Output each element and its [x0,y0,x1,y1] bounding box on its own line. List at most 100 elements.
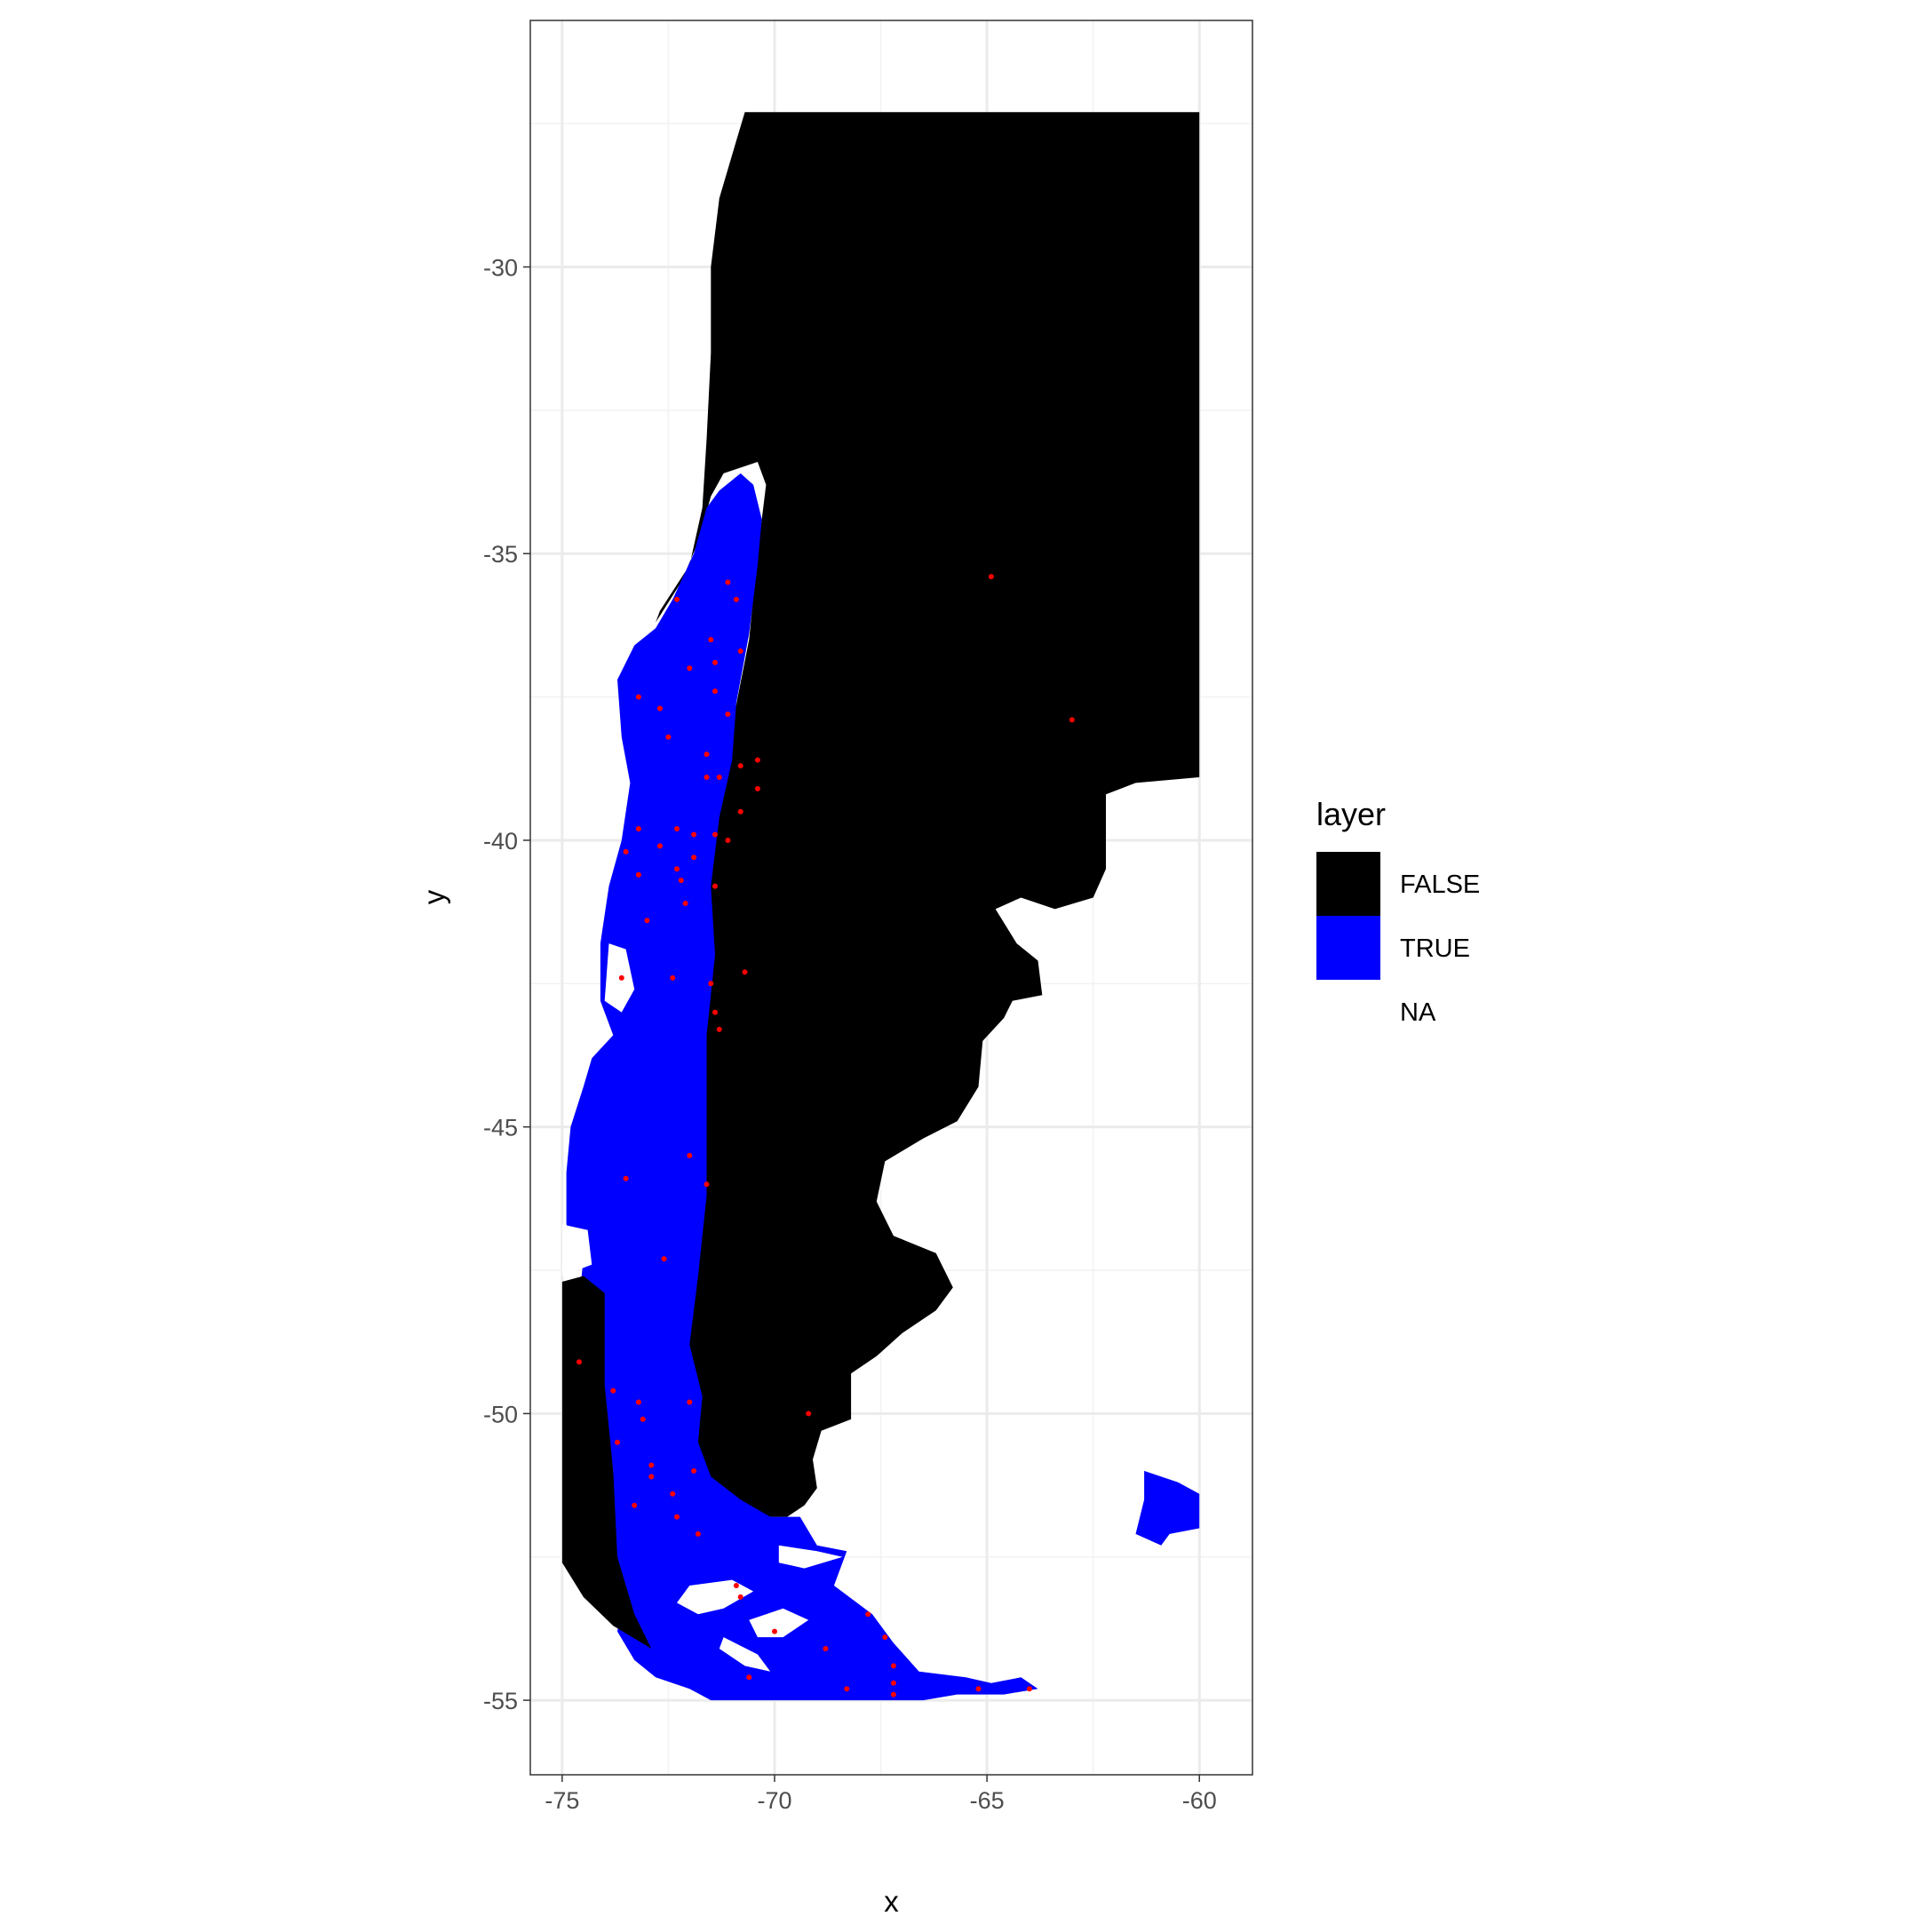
y-axis-ticks: -55 -50 -45 -40 -35 -30 [483,255,530,1714]
y-tick-label: -55 [483,1688,518,1714]
occurrence-point [844,1686,850,1692]
occurrence-point [737,808,743,815]
occurrence-point [716,1026,722,1032]
legend-label-false: FALSE [1400,871,1480,899]
occurrence-point [712,659,718,665]
occurrence-point [865,1611,871,1618]
occurrence-point [712,688,718,695]
occurrence-point [687,1399,693,1405]
occurrence-point [656,843,663,849]
region-true [566,473,1038,1701]
occurrence-point [695,1530,701,1537]
occurrence-point [704,751,710,758]
occurrence-point [623,1175,629,1181]
x-tick-label: -60 [1182,1787,1217,1814]
occurrence-point [708,637,714,643]
plot-panel-border [529,20,1253,1776]
occurrence-point [754,785,760,791]
occurrence-point [691,855,697,861]
legend-key-true [1316,916,1380,980]
x-axis-ticks: -75 -70 -65 -60 [545,1775,1217,1814]
region-false [561,1276,652,1649]
x-tick-label: -70 [757,1787,791,1814]
raster-regions [561,112,1200,1701]
occurrence-point [635,1399,641,1405]
occurrence-point [737,763,743,769]
occurrence-point [687,665,693,672]
occurrence-point [742,969,748,975]
occurrence-point [635,871,641,878]
occurrence-point [712,883,718,889]
occurrence-point [687,1152,693,1158]
occurrence-point [691,831,697,838]
occurrence-point [716,775,722,780]
occurrence-point [661,1256,667,1262]
occurrence-point [674,596,680,602]
occurrence-point [733,596,739,602]
occurrence-point [615,1439,620,1445]
legend-label-na: NA [1400,998,1436,1027]
y-tick-label: -40 [483,828,518,855]
legend-label-true: TRUE [1400,934,1470,963]
occurrence-point [648,1462,655,1468]
occurrence-point [772,1628,777,1634]
occurrence-point [678,878,684,884]
x-tick-label: -65 [970,1787,1005,1814]
x-tick-label: -75 [545,1787,579,1814]
occurrence-point [576,1359,582,1365]
legend: layer FALSE TRUE NA [1316,796,1480,1044]
occurrence-point [712,1009,718,1015]
region-na [719,1637,771,1672]
occurrence-point [691,1467,697,1474]
occurrence-point [1026,1686,1032,1692]
occurrence-point [708,981,714,987]
occurrence-point [674,866,680,872]
occurrence-point [640,1416,646,1422]
y-axis-title: y [417,889,450,904]
legend-title: layer [1316,796,1386,832]
occurrence-point [674,1514,680,1520]
occurrence-point [712,831,718,838]
occurrence-point [648,1474,655,1480]
occurrence-point [806,1411,812,1417]
occurrence-point [623,848,629,855]
region-true [1135,1470,1200,1546]
occurrence-point [670,1491,676,1497]
occurrence-point [746,1674,752,1681]
occurrence-points [576,574,1075,1697]
occurrence-point [882,1634,888,1641]
y-tick-label: -35 [483,541,518,568]
occurrence-point [670,974,676,981]
y-tick-label: -30 [483,255,518,282]
occurrence-point [610,1387,616,1394]
occurrence-point [890,1680,896,1686]
occurrence-point [823,1646,829,1651]
occurrence-point [674,826,680,831]
occurrence-point [737,648,743,654]
region-na [677,1579,754,1615]
occurrence-point [725,838,731,843]
occurrence-point [733,1583,739,1588]
region-na [561,1224,592,1276]
occurrence-point [665,734,672,740]
occurrence-point [754,757,760,763]
region-na [778,1545,843,1569]
occurrence-point [682,901,688,906]
occurrence-point [704,775,710,780]
occurrence-point [635,694,641,700]
legend-key-false [1316,852,1380,916]
occurrence-point [725,579,731,585]
occurrence-point [890,1663,896,1669]
occurrence-point [618,974,624,981]
occurrence-point [737,1594,743,1600]
x-axis-title: x [884,1885,899,1918]
occurrence-point [988,574,994,580]
occurrence-point [1069,717,1075,723]
occurrence-point [632,1502,638,1508]
y-tick-label: -50 [483,1401,518,1427]
y-tick-label: -45 [483,1115,518,1141]
occurrence-point [635,826,641,831]
legend-key-na [1316,980,1380,1044]
occurrence-point [890,1691,896,1697]
region-false [656,112,1200,1517]
